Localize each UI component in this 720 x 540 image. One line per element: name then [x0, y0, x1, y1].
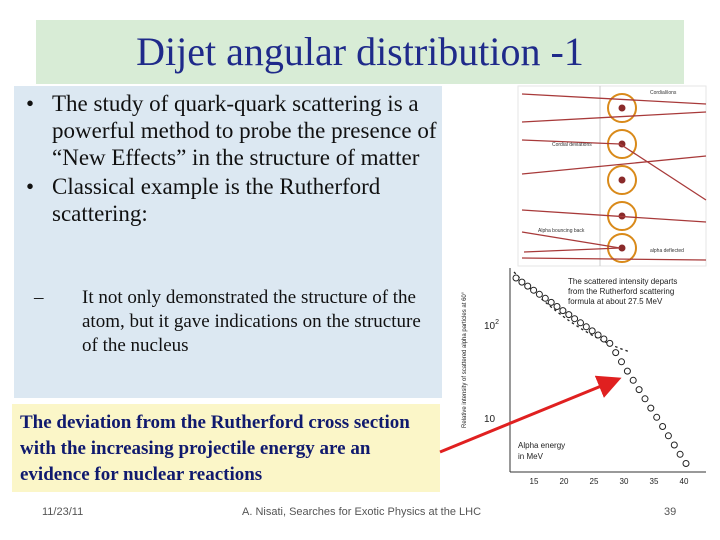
rutherford-figure: Cordial/ions Cordial deviations Alpha bo… — [462, 85, 707, 486]
bullet-list: • The study of quark-quark scattering is … — [26, 90, 446, 229]
title-banner — [36, 20, 684, 84]
atom-label: alpha deflected — [650, 248, 684, 254]
atom-label: Cordial deviations — [552, 142, 592, 148]
bullet-item: • Classical example is the Rutherford sca… — [26, 173, 446, 227]
callout-text: The deviation from the Rutherford cross … — [20, 412, 410, 485]
bullet-marker: • — [26, 174, 35, 199]
data-point — [530, 286, 538, 294]
data-point — [635, 386, 643, 394]
x-axis-label: Alpha energy — [518, 441, 565, 450]
callout-box — [12, 404, 440, 492]
x-tick-label: 30 — [620, 477, 629, 486]
data-point — [588, 327, 596, 335]
data-point — [553, 303, 561, 310]
data-point — [577, 319, 584, 327]
arrow-graphic — [439, 375, 622, 454]
data-point — [647, 404, 655, 412]
data-point — [600, 335, 608, 343]
x-tick-label: 25 — [590, 477, 599, 486]
x-tick-label: 15 — [530, 477, 539, 486]
data-point — [641, 395, 649, 403]
atom-scattering-diagram: Cordial/ions Cordial deviations Alpha bo… — [517, 85, 707, 267]
data-point — [512, 274, 520, 282]
data-point — [582, 323, 590, 331]
footer-date: 11/23/11 — [42, 506, 84, 518]
sub-bullet-list: – It not only demonstrated the structure … — [34, 286, 424, 358]
atom-label: Alpha bouncing back — [538, 228, 585, 234]
data-point — [659, 423, 667, 430]
footer-page: 39 — [664, 506, 677, 518]
atom-circle — [607, 93, 637, 123]
data-point — [559, 307, 567, 315]
y-tick-label: 10 — [484, 414, 496, 425]
atom-label: Cordial/ions — [650, 90, 677, 96]
data-point — [670, 441, 678, 449]
footer-center: A. Nisati, Searches for Exotic Physics a… — [242, 506, 482, 518]
bullet-text: Classical example is the Rutherford scat… — [52, 174, 381, 226]
bullet-marker: • — [26, 91, 35, 116]
x-tick-label: 20 — [560, 477, 569, 486]
data-point — [682, 460, 690, 467]
data-point — [565, 311, 573, 319]
bullet-item: • The study of quark-quark scattering is … — [26, 90, 446, 171]
data-point — [629, 376, 637, 384]
data-point — [594, 331, 602, 339]
x-tick-label: 35 — [650, 477, 659, 486]
pointer-arrow — [439, 375, 622, 454]
bullet-text: The study of quark-quark scattering is a… — [52, 91, 437, 170]
x-tick-label: 40 — [680, 477, 689, 486]
x-axis-label: in MeV — [518, 452, 544, 461]
atom-circle — [607, 165, 637, 195]
sub-bullet-text: It not only demonstrated the structure o… — [82, 287, 421, 356]
plot-annotation: The scattered intensity departs from the… — [568, 277, 680, 306]
plot-ylabel: Relative intensity of scattered alpha pa… — [462, 291, 468, 428]
data-point — [547, 298, 555, 306]
data-point — [676, 450, 684, 458]
slide-title: Dijet angular distribution -1 — [136, 29, 584, 74]
data-point — [541, 294, 549, 302]
y-tick-label: 102 — [484, 319, 499, 332]
sub-bullet-item: – It not only demonstrated the structure … — [34, 286, 424, 358]
content-panel — [14, 86, 442, 398]
data-point — [618, 358, 625, 366]
data-point — [612, 349, 620, 357]
data-point — [606, 339, 614, 347]
cross-section-plot: The scattered intensity departs from the… — [462, 268, 706, 486]
data-point — [571, 315, 579, 323]
sub-bullet-marker: – — [34, 287, 44, 308]
data-point — [623, 367, 631, 375]
data-point — [653, 413, 661, 421]
data-point — [524, 282, 532, 290]
x-tick-labels: 15 20 25 30 35 40 — [530, 477, 689, 486]
data-point — [518, 278, 526, 286]
data-point — [535, 290, 543, 298]
data-point — [664, 432, 672, 440]
data-points — [512, 274, 690, 467]
